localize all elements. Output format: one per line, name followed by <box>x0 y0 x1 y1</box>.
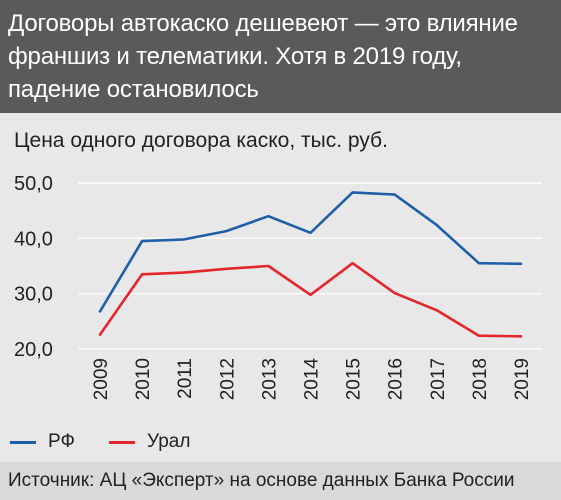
legend-item-ural: Урал <box>109 430 190 454</box>
series-line-rf <box>98 191 523 313</box>
legend-item-rf: РФ <box>10 430 75 454</box>
x-tick-label-2014: 2014 <box>302 358 323 401</box>
chart-header: Договоры автокаско дешевеют — это влияни… <box>0 0 561 113</box>
x-tick-label-2015: 2015 <box>344 358 365 400</box>
x-tick-label-2010: 2010 <box>133 358 154 400</box>
y-tick-label-50: 50,0 <box>14 173 53 195</box>
series-line-ural <box>98 261 523 338</box>
x-tick-label-2012: 2012 <box>217 358 238 400</box>
x-tick-label-2016: 2016 <box>386 358 407 400</box>
line-chart: 20,0 30,0 40,0 50,0 2009 2010 2011 2012 2013 2014… <box>14 173 542 401</box>
x-tick-label-2011: 2011 <box>175 358 196 399</box>
y-tick-label-20: 20,0 <box>14 339 53 361</box>
chart-title-line-3: падение остановилось <box>8 76 259 103</box>
chart-title-line-2: франшиз и телематики. Хотя в 2019 году, <box>8 43 462 70</box>
legend-label-rf: РФ <box>48 431 75 452</box>
x-tick-label-2009: 2009 <box>91 358 112 400</box>
legend-swatch-ural <box>109 440 135 444</box>
x-tick-label-2017: 2017 <box>428 358 449 400</box>
chart-subtitle: Цена одного договора каско, тыс. руб. <box>14 129 388 152</box>
source-note: Источник: АЦ «Эксперт» на основе данных … <box>0 462 561 500</box>
x-tick-label-2013: 2013 <box>259 358 280 400</box>
legend-label-ural: Урал <box>147 431 191 452</box>
legend-swatch-rf <box>10 440 36 444</box>
x-tick-label-2018: 2018 <box>470 358 491 400</box>
y-tick-label-30: 30,0 <box>14 284 53 306</box>
chart-title-line-1: Договоры автокаско дешевеют — это влияни… <box>8 10 518 37</box>
y-tick-label-40: 40,0 <box>14 228 53 250</box>
x-tick-label-2019: 2019 <box>512 358 533 400</box>
